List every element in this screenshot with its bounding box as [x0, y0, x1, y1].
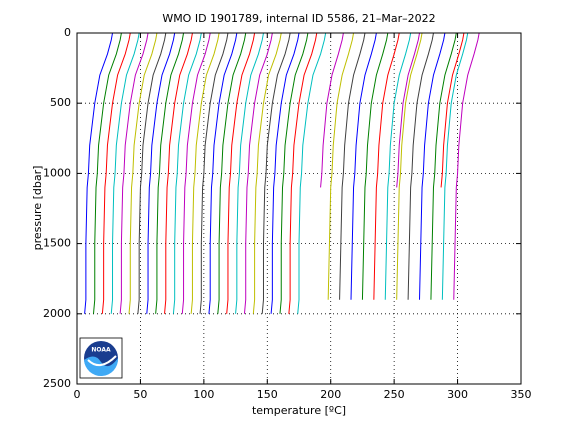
plot-area: [76, 32, 522, 385]
profile-line: [407, 32, 434, 300]
profile-line: [208, 32, 238, 314]
profile-line: [373, 32, 400, 300]
profile-line: [279, 32, 309, 314]
profile-line: [252, 32, 282, 314]
x-axis-label: temperature [ºC]: [252, 404, 346, 417]
y-tick-label: 500: [50, 96, 71, 109]
y-tick-label: 2500: [43, 377, 71, 390]
profile-line: [396, 32, 421, 188]
profile-line: [453, 32, 480, 300]
x-tick-label: 0: [74, 388, 81, 401]
x-tick-label: 350: [511, 388, 532, 401]
logo-swoosh: [87, 355, 117, 367]
profile-line: [119, 32, 149, 314]
profile-line: [110, 32, 140, 314]
profile-line: [164, 32, 193, 314]
profile-line: [288, 32, 318, 314]
profile-line: [339, 32, 366, 300]
profile-line: [92, 32, 122, 314]
profile-line: [419, 32, 446, 300]
profile-line: [430, 32, 457, 300]
logo-wave: [84, 356, 119, 377]
profile-line: [190, 32, 220, 314]
profile-line: [172, 32, 202, 314]
y-tick-label: 1000: [43, 166, 71, 179]
profile-line: [441, 32, 469, 300]
profile-line: [146, 32, 176, 314]
profile-line: [226, 32, 256, 314]
profile-line: [199, 32, 229, 314]
x-tick-label: 150: [257, 388, 278, 401]
profile-line: [270, 32, 300, 314]
profile-line: [243, 32, 273, 314]
noaa-logo: NOAA: [79, 337, 123, 379]
profile-line: [327, 32, 355, 300]
y-axis-label: pressure [dbar]: [31, 166, 44, 251]
profile-line: [181, 32, 211, 314]
profile-line: [320, 32, 344, 188]
y-tick-label: 2000: [43, 307, 71, 320]
profile-line: [440, 32, 465, 188]
profile-line: [384, 32, 412, 300]
profile-line: [101, 32, 131, 314]
profile-line: [361, 32, 389, 300]
logo-text: NOAA: [91, 347, 111, 354]
profile-line: [217, 32, 247, 314]
y-tick-label: 1500: [43, 237, 71, 250]
y-tick-label: 0: [64, 26, 71, 39]
profile-line: [396, 32, 423, 300]
profile-line: [235, 32, 264, 314]
x-tick-label: 300: [447, 388, 468, 401]
profile-line: [350, 32, 377, 300]
axes-box: [76, 32, 522, 385]
profile-line: [84, 32, 114, 314]
x-tick-label: 200: [320, 388, 341, 401]
profile-line: [128, 32, 158, 314]
chart-title: WMO ID 1901789, internal ID 5586, 21–Mar…: [162, 12, 435, 25]
x-tick-label: 50: [133, 388, 147, 401]
profile-line: [261, 32, 291, 314]
x-tick-label: 100: [193, 388, 214, 401]
x-tick-label: 250: [384, 388, 405, 401]
profile-line: [137, 32, 167, 314]
profile-line: [297, 32, 327, 314]
profile-line: [155, 32, 185, 314]
